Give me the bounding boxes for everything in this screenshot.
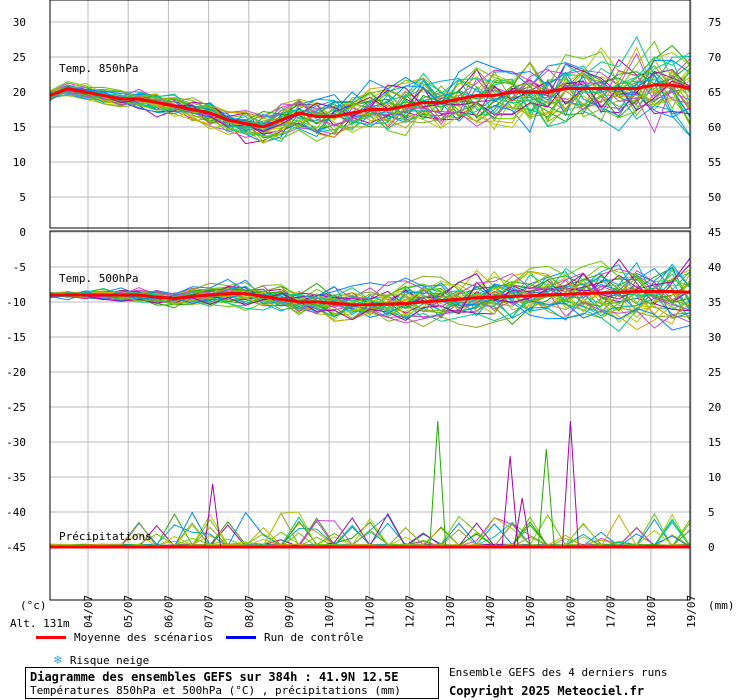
legend-mean-label: Moyenne des scénarios	[74, 631, 214, 644]
legend-control-label: Run de contrôle	[264, 631, 364, 644]
chart-labels: 302520151050-5-10-15-20-25-30-35-40-4575…	[6, 16, 734, 630]
right-tick-label: 75	[708, 16, 721, 29]
date-tick-label: 16/07	[564, 595, 577, 628]
precip-spike	[537, 448, 555, 548]
left-tick-label: -35	[6, 471, 26, 484]
ensemble-500-line	[49, 257, 691, 321]
panel-label-500: Temp. 500hPa	[59, 272, 138, 285]
date-tick-label: 07/07	[203, 595, 216, 628]
date-tick-label: 11/07	[363, 595, 376, 628]
ensemble-850-line	[49, 73, 691, 129]
left-tick-label: 5	[19, 191, 26, 204]
right-tick-label: 10	[708, 471, 721, 484]
right-tick-label: 45	[708, 226, 721, 239]
top-panel-frame	[49, 0, 691, 229]
left-tick-label: 15	[13, 121, 26, 134]
right-tick-label: 60	[708, 121, 721, 134]
left-tick-label: 0	[19, 226, 26, 239]
ensemble-850-line	[49, 72, 691, 133]
date-tick-label: 09/07	[283, 595, 296, 628]
mean-850-line	[49, 83, 691, 129]
info-subtitle: Températures 850hPa et 500hPa (°C) , pré…	[30, 684, 401, 697]
date-tick-label: 17/07	[605, 595, 618, 628]
left-tick-label: -30	[6, 436, 26, 449]
control-swatch	[226, 636, 256, 639]
precip-spike	[513, 497, 531, 548]
copyright: Copyright 2025 Meteociel.fr	[449, 684, 645, 698]
legend-control: Run de contrôle	[226, 631, 363, 644]
ensemble-850-line	[49, 51, 691, 129]
date-tick-label: 04/07	[82, 595, 95, 628]
ensemble-500-line	[49, 267, 691, 322]
left-tick-label: -10	[6, 296, 26, 309]
snowflake-icon: ❄	[54, 653, 62, 668]
date-tick-label: 05/07	[122, 595, 135, 628]
left-tick-label: -15	[6, 331, 26, 344]
precip-spike	[429, 420, 447, 548]
right-tick-label: 65	[708, 86, 721, 99]
right-tick-label: 20	[708, 401, 721, 414]
precip-spike	[501, 455, 519, 548]
left-tick-label: 20	[13, 86, 26, 99]
date-tick-label: 06/07	[162, 595, 175, 628]
left-tick-label: -20	[6, 366, 26, 379]
left-tick-label: 25	[13, 51, 26, 64]
right-tick-label: 5	[708, 506, 715, 519]
ensemble-500-line	[49, 274, 691, 314]
right-unit-label: (mm)	[708, 599, 735, 612]
altitude-label: Alt. 131m	[10, 617, 70, 630]
bottom-panel-frame	[49, 230, 691, 601]
left-tick-label: 10	[13, 156, 26, 169]
ensemble-note: Ensemble GEFS des 4 derniers runs	[449, 666, 668, 679]
right-tick-label: 15	[708, 436, 721, 449]
left-tick-label: 30	[13, 16, 26, 29]
mean-lines	[49, 83, 691, 549]
ensemble-850-line	[49, 51, 691, 133]
precip-spike	[561, 420, 579, 548]
left-tick-label: -5	[13, 261, 26, 274]
mean-500-line	[50, 290, 691, 307]
left-tick-label: -45	[6, 541, 26, 554]
panel-label-precip: Précipitations	[59, 530, 152, 543]
ensemble-850-line	[49, 67, 691, 137]
right-tick-label: 0	[708, 541, 715, 554]
date-tick-label: 12/07	[404, 595, 417, 628]
info-box: Diagramme des ensembles GEFS sur 384h : …	[25, 667, 439, 699]
date-tick-label: 19/07	[685, 595, 698, 628]
right-tick-label: 30	[708, 331, 721, 344]
precip-spike	[204, 483, 222, 548]
right-tick-label: 25	[708, 366, 721, 379]
right-tick-label: 50	[708, 191, 721, 204]
date-tick-label: 08/07	[243, 595, 256, 628]
right-tick-label: 55	[708, 156, 721, 169]
legend-mean: Moyenne des scénarios	[36, 631, 213, 644]
legend-snow: ❄ Risque neige	[54, 653, 149, 668]
ensemble-500-line	[49, 265, 691, 316]
date-tick-label: 14/07	[484, 595, 497, 628]
date-tick-label: 15/07	[524, 595, 537, 628]
info-title: Diagramme des ensembles GEFS sur 384h : …	[30, 670, 399, 684]
left-tick-label: -40	[6, 506, 26, 519]
right-tick-label: 70	[708, 51, 721, 64]
legend-snow-label: Risque neige	[69, 654, 150, 667]
left-tick-label: -25	[6, 401, 26, 414]
right-tick-label: 35	[708, 296, 721, 309]
date-tick-label: 13/07	[444, 595, 457, 628]
panel-label-850: Temp. 850hPa	[59, 62, 138, 75]
left-unit-label: (°c)	[20, 599, 47, 612]
date-tick-label: 10/07	[323, 595, 336, 628]
date-tick-label: 18/07	[645, 595, 658, 628]
ensemble-850-line	[49, 79, 691, 133]
right-tick-label: 40	[708, 261, 721, 274]
chart-axes	[49, 0, 691, 601]
mean-swatch	[36, 636, 66, 639]
ensemble-500-line	[49, 272, 691, 313]
